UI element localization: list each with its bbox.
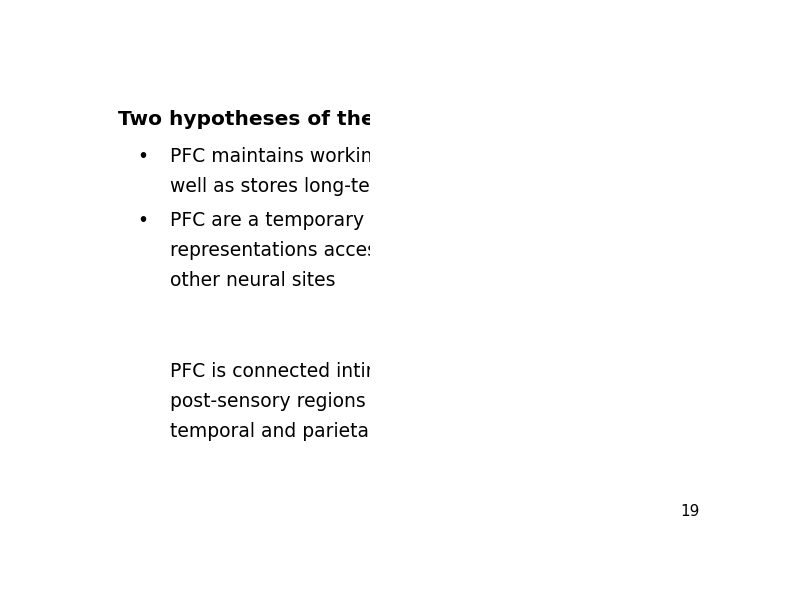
Bar — [370, 71, 715, 530]
Text: post-sensory regions of the: post-sensory regions of the — [170, 392, 426, 411]
Text: Two hypotheses of the role of PFC:: Two hypotheses of the role of PFC: — [118, 110, 514, 129]
Text: PFC maintains working memory as: PFC maintains working memory as — [170, 147, 496, 166]
Text: •: • — [137, 211, 148, 230]
Text: 19: 19 — [680, 505, 700, 519]
Text: •: • — [137, 147, 148, 166]
Text: representations accessed from: representations accessed from — [170, 241, 460, 260]
Text: PFC are a temporary repository for: PFC are a temporary repository for — [170, 211, 497, 230]
Text: well as stores long-term memory: well as stores long-term memory — [170, 177, 480, 196]
Text: 19: 19 — [680, 505, 700, 519]
Text: temporal and parietal cortices: temporal and parietal cortices — [170, 422, 453, 441]
Text: PFC is connected intimately with: PFC is connected intimately with — [170, 362, 476, 381]
Text: other neural sites: other neural sites — [170, 271, 336, 290]
